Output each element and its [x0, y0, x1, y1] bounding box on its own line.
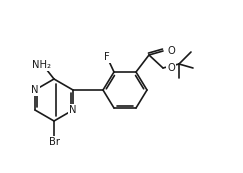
Text: O: O [167, 46, 175, 56]
Text: O: O [167, 63, 175, 73]
Text: N: N [31, 85, 39, 95]
Text: Br: Br [49, 137, 60, 147]
Text: F: F [104, 52, 110, 62]
Text: NH₂: NH₂ [32, 60, 51, 70]
Text: N: N [69, 105, 77, 115]
